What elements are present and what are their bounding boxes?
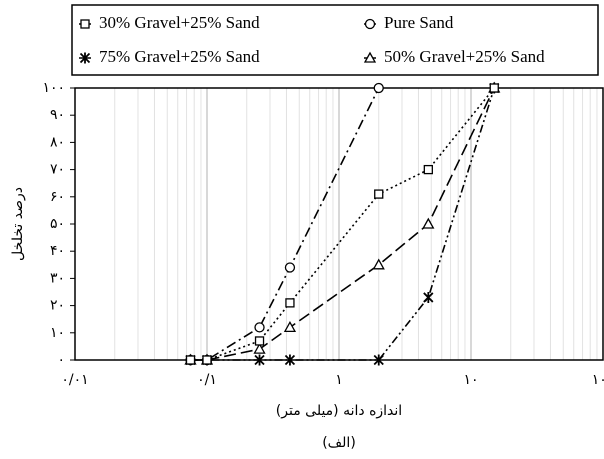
y-tick-label: ۱۰: [50, 325, 65, 341]
marker: [373, 82, 384, 94]
series-line: [190, 87, 496, 361]
legend-marker: [79, 52, 91, 64]
marker: [489, 83, 499, 93]
y-tick-label: ۶۰: [50, 189, 65, 205]
marker: [373, 354, 384, 366]
marker: [422, 217, 435, 229]
marker: [254, 336, 265, 346]
x-tick-label: ۱۰: [463, 372, 478, 388]
y-tick-label: ۷۰: [50, 162, 65, 178]
marker: [253, 342, 266, 354]
legend-marker: [364, 18, 376, 30]
x-tick-label: ۰/۰۱: [61, 372, 88, 388]
y-tick-label: ۰: [57, 352, 65, 368]
legend-label: 75% Gravel+25% Sand: [99, 47, 260, 66]
x-axis-label: اندازه دانه (میلی متر): [276, 403, 402, 419]
legend-box: [71, 4, 599, 76]
x-tick-label: ۱۰۰: [592, 372, 604, 388]
y-tick-label: ۲۰: [50, 298, 65, 314]
legend-label: Pure Sand: [384, 13, 454, 32]
marker: [254, 354, 265, 366]
x-tick-label: ۰/۱: [197, 372, 217, 388]
series-line: [190, 87, 380, 361]
marker: [423, 291, 434, 303]
caption: (الف): [322, 435, 356, 451]
legend-label: 30% Gravel+25% Sand: [99, 13, 260, 32]
x-tick-label: ۱: [335, 372, 343, 388]
legend-label: 50% Gravel+25% Sand: [384, 47, 545, 66]
marker: [284, 262, 296, 273]
legend-marker: [363, 51, 377, 63]
marker: [284, 354, 296, 366]
y-axis-label: درصد تخلخل: [10, 187, 26, 261]
y-tick-label: ۸۰: [50, 134, 65, 150]
marker: [202, 355, 212, 365]
marker: [374, 189, 384, 199]
y-tick-label: ۹۰: [50, 107, 65, 123]
y-tick-label: ۴۰: [50, 243, 65, 259]
y-tick-label: ۵۰: [50, 216, 65, 232]
marker: [254, 322, 265, 333]
marker: [285, 298, 295, 308]
legend-marker: [80, 19, 90, 29]
marker: [423, 164, 433, 175]
series-line: [190, 87, 495, 361]
marker: [185, 355, 196, 365]
marker: [372, 258, 385, 270]
y-tick-label: ۳۰: [50, 270, 65, 286]
y-tick-label: ۱۰۰: [42, 80, 65, 96]
series-line: [190, 87, 495, 361]
marker: [283, 321, 297, 333]
